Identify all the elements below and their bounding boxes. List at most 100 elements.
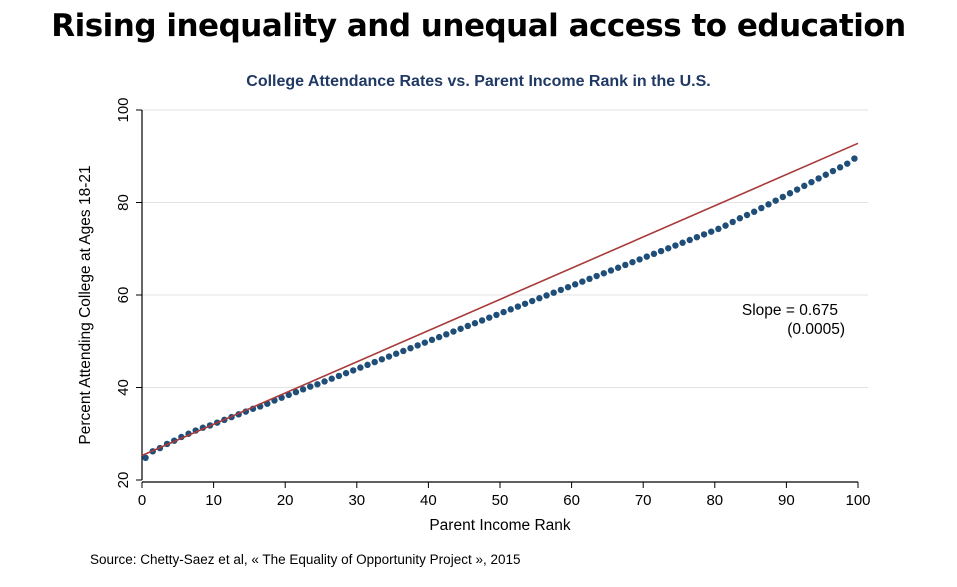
- data-point: [579, 278, 586, 285]
- data-point: [550, 289, 557, 296]
- data-point: [600, 270, 608, 277]
- x-tick-label: 10: [205, 492, 222, 509]
- data-point: [693, 233, 701, 241]
- data-point: [722, 222, 729, 229]
- data-point: [614, 264, 622, 271]
- x-tick-label: 100: [845, 492, 870, 509]
- data-point: [643, 253, 650, 260]
- data-point: [543, 292, 550, 299]
- data-point: [571, 281, 579, 288]
- data-point: [629, 258, 636, 266]
- data-point: [822, 171, 829, 178]
- data-point: [507, 306, 514, 313]
- data-point: [700, 231, 708, 238]
- data-point: [593, 272, 600, 280]
- data-point: [493, 311, 500, 319]
- x-axis-label: Parent Income Rank: [429, 517, 571, 534]
- data-point: [557, 286, 565, 294]
- data-point: [607, 267, 615, 274]
- data-point: [435, 333, 443, 341]
- data-point: [808, 178, 815, 186]
- data-point: [801, 182, 808, 190]
- data-point: [521, 300, 529, 307]
- slide-title: Rising inequality and unequal access to …: [51, 8, 906, 44]
- y-tick-label: 40: [115, 379, 132, 396]
- data-point: [836, 164, 844, 171]
- data-point: [335, 372, 343, 380]
- data-point: [400, 347, 407, 355]
- data-point: [779, 193, 787, 201]
- data-point: [299, 386, 307, 393]
- data-point: [478, 317, 486, 324]
- x-tick-label: 90: [778, 492, 795, 509]
- data-point: [715, 225, 722, 233]
- data-point: [529, 297, 536, 305]
- y-tick-label: 20: [115, 472, 132, 489]
- data-point: [743, 211, 751, 219]
- data-point: [342, 369, 350, 377]
- y-tick-label: 60: [115, 287, 132, 304]
- slope-se-annotation: (0.0005): [787, 321, 845, 338]
- x-tick-label: 40: [420, 492, 437, 509]
- data-point: [665, 245, 672, 252]
- data-point: [672, 242, 679, 249]
- data-point: [758, 204, 765, 212]
- data-point: [414, 342, 421, 349]
- data-point: [772, 197, 779, 204]
- data-point: [750, 208, 758, 215]
- data-point: [514, 303, 522, 310]
- data-point: [844, 160, 851, 167]
- data-point: [500, 308, 507, 316]
- data-point: [536, 295, 543, 302]
- data-point: [464, 322, 471, 330]
- y-tick-label: 80: [115, 194, 132, 211]
- data-point: [142, 454, 149, 461]
- data-point: [350, 367, 357, 374]
- data-point: [385, 353, 393, 360]
- data-point: [285, 391, 292, 399]
- data-point: [457, 325, 464, 332]
- data-point: [392, 350, 400, 357]
- x-tick-label: 50: [492, 492, 509, 509]
- data-point: [378, 356, 386, 363]
- data-point: [364, 361, 371, 369]
- fit-line: [141, 142, 859, 457]
- data-point: [421, 339, 429, 346]
- data-point: [729, 218, 736, 226]
- data-point: [357, 364, 364, 371]
- data-point: [471, 320, 479, 327]
- data-point: [486, 314, 493, 321]
- chart-title: College Attendance Rates vs. Parent Inco…: [246, 73, 711, 90]
- data-point: [450, 328, 457, 335]
- x-tick-label: 0: [138, 492, 146, 509]
- x-tick-label: 30: [348, 492, 365, 509]
- x-tick-label: 80: [706, 492, 723, 509]
- data-point: [636, 256, 643, 263]
- data-point: [292, 388, 300, 396]
- x-tick-label: 70: [635, 492, 652, 509]
- data-point: [686, 236, 693, 244]
- data-point: [321, 378, 328, 385]
- slope-annotation: Slope = 0.675: [742, 302, 838, 319]
- x-tick-label: 60: [563, 492, 580, 509]
- data-point: [793, 186, 801, 193]
- data-point: [443, 331, 450, 338]
- data-point: [765, 201, 772, 208]
- data-point: [708, 228, 715, 235]
- data-point: [815, 175, 822, 182]
- data-point: [564, 283, 572, 291]
- data-point: [829, 167, 837, 175]
- data-point: [851, 155, 858, 162]
- data-point: [786, 190, 794, 197]
- data-point: [736, 215, 744, 222]
- source-note: Source: Chetty-Saez et al, « The Equalit…: [90, 552, 521, 567]
- data-point: [307, 383, 314, 390]
- data-point: [622, 261, 629, 269]
- data-point: [657, 247, 665, 255]
- data-point: [428, 336, 436, 344]
- y-tick-label: 100: [115, 97, 132, 122]
- x-tick-label: 20: [277, 492, 294, 509]
- data-point: [328, 375, 335, 382]
- y-axis-label: Percent Attending College at Ages 18-21: [77, 165, 94, 444]
